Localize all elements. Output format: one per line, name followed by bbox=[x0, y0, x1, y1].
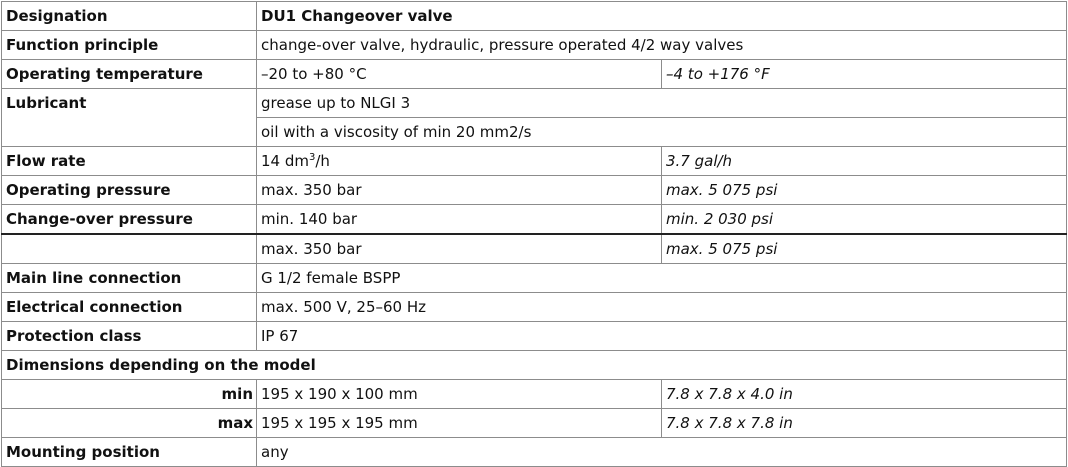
main-line-connection-label: Main line connection bbox=[1, 263, 257, 293]
table-row: Function principle change-over valve, hy… bbox=[1, 30, 1067, 60]
table-row: Protection class IP 67 bbox=[1, 321, 1067, 351]
dimensions-min-imperial: 7.8 x 7.8 x 4.0 in bbox=[661, 379, 1067, 409]
function-principle-label: Function principle bbox=[1, 30, 257, 60]
lubricant-value-grease: grease up to NLGI 3 bbox=[256, 88, 1067, 118]
changeover-pressure-empty-label bbox=[1, 233, 257, 264]
function-principle-value: change-over valve, hydraulic, pressure o… bbox=[256, 30, 1067, 60]
main-line-connection-value: G 1/2 female BSPP bbox=[256, 263, 1067, 293]
electrical-connection-label: Electrical connection bbox=[1, 292, 257, 322]
changeover-pressure-label: Change-over pressure bbox=[1, 204, 257, 235]
designation-value: DU1 Changeover valve bbox=[256, 1, 1067, 31]
flow-rate-metric-sup: 3 bbox=[309, 152, 316, 163]
changeover-pressure-imperial-max: max. 5 075 psi bbox=[661, 233, 1067, 264]
table-row: Dimensions depending on the model bbox=[1, 350, 1067, 380]
electrical-connection-value: max. 500 V, 25–60 Hz bbox=[256, 292, 1067, 322]
changeover-pressure-metric-min: min. 140 bar bbox=[256, 204, 662, 235]
table-row: Mounting position any bbox=[1, 437, 1067, 467]
flow-rate-metric-prefix: 14 dm bbox=[261, 152, 309, 170]
protection-class-label: Protection class bbox=[1, 321, 257, 351]
changeover-pressure-metric-max: max. 350 bar bbox=[256, 233, 662, 264]
table-row: Flow rate 14 dm3/h 3.7 gal/h bbox=[1, 146, 1067, 176]
flow-rate-label: Flow rate bbox=[1, 146, 257, 176]
operating-temperature-imperial: –4 to +176 °F bbox=[661, 59, 1067, 89]
flow-rate-metric: 14 dm3/h bbox=[256, 146, 662, 176]
dimensions-max-label: max bbox=[1, 408, 257, 438]
changeover-pressure-imperial-min: min. 2 030 psi bbox=[661, 204, 1067, 235]
operating-pressure-metric: max. 350 bar bbox=[256, 175, 662, 205]
table-row: Operating temperature –20 to +80 °C –4 t… bbox=[1, 59, 1067, 89]
dimensions-max-metric: 195 x 195 x 195 mm bbox=[256, 408, 662, 438]
flow-rate-imperial: 3.7 gal/h bbox=[661, 146, 1067, 176]
lubricant-label: Lubricant bbox=[1, 88, 257, 147]
dimensions-max-imperial: 7.8 x 7.8 x 7.8 in bbox=[661, 408, 1067, 438]
mounting-position-value: any bbox=[256, 437, 1067, 467]
designation-label: Designation bbox=[1, 1, 257, 31]
protection-class-value: IP 67 bbox=[256, 321, 1067, 351]
table-row: min 195 x 190 x 100 mm 7.8 x 7.8 x 4.0 i… bbox=[1, 379, 1067, 409]
table-row: max 195 x 195 x 195 mm 7.8 x 7.8 x 7.8 i… bbox=[1, 408, 1067, 438]
flow-rate-metric-suffix: /h bbox=[315, 152, 330, 170]
dimensions-label: Dimensions depending on the model bbox=[1, 350, 1067, 380]
table-row: Operating pressure max. 350 bar max. 5 0… bbox=[1, 175, 1067, 205]
mounting-position-label: Mounting position bbox=[1, 437, 257, 467]
table-row: Main line connection G 1/2 female BSPP bbox=[1, 263, 1067, 293]
operating-pressure-imperial: max. 5 075 psi bbox=[661, 175, 1067, 205]
table-row: Lubricant grease up to NLGI 3 bbox=[1, 88, 1067, 147]
lubricant-value-oil: oil with a viscosity of min 20 mm2/s bbox=[256, 117, 1067, 147]
table-row: Electrical connection max. 500 V, 25–60 … bbox=[1, 292, 1067, 322]
dimensions-min-label: min bbox=[1, 379, 257, 409]
table-row: oil with a viscosity of min 20 mm2/s bbox=[2, 117, 1067, 147]
table-row: max. 350 bar max. 5 075 psi bbox=[1, 233, 1067, 264]
operating-temperature-metric: –20 to +80 °C bbox=[256, 59, 662, 89]
operating-pressure-label: Operating pressure bbox=[1, 175, 257, 205]
table-row: Change-over pressure min. 140 bar min. 2… bbox=[1, 204, 1067, 235]
dimensions-min-metric: 195 x 190 x 100 mm bbox=[256, 379, 662, 409]
operating-temperature-label: Operating temperature bbox=[1, 59, 257, 89]
table-row: Designation DU1 Changeover valve bbox=[1, 1, 1067, 31]
